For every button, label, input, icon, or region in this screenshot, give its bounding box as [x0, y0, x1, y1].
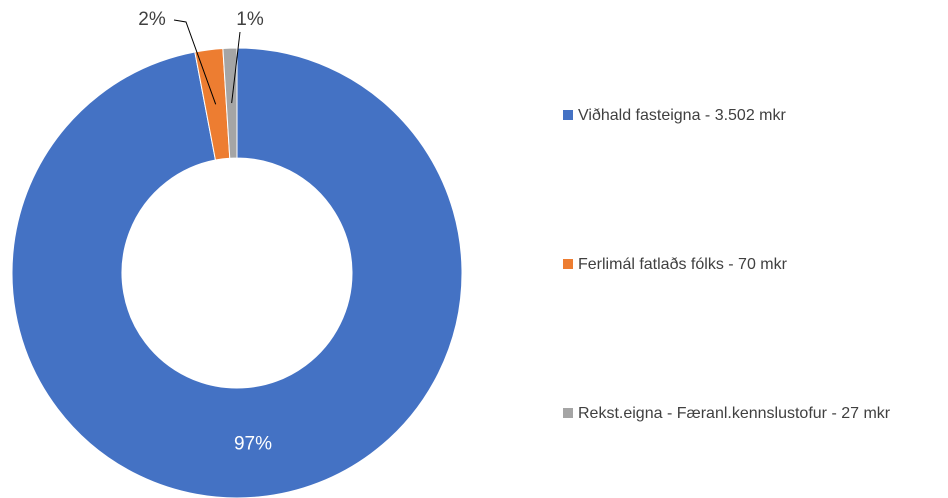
- data-label: 97%: [234, 433, 272, 454]
- donut-slice: [11, 47, 463, 498]
- donut-slice: [222, 47, 238, 159]
- legend-label: Viðhald fasteigna - 3.502 mkr: [578, 107, 787, 124]
- data-label: 1%: [236, 9, 264, 30]
- legend-swatch: [563, 259, 573, 269]
- leader-line: [231, 31, 241, 104]
- legend-swatch: [563, 110, 573, 120]
- legend-swatch: [563, 408, 573, 418]
- data-label: 2%: [138, 9, 166, 30]
- legend-label: Ferlimál fatlaðs fólks - 70 mkr: [578, 256, 788, 273]
- leader-line: [173, 19, 217, 105]
- legend-label: Rekst.eigna - Færanl.kennslustofur - 27 …: [578, 405, 891, 422]
